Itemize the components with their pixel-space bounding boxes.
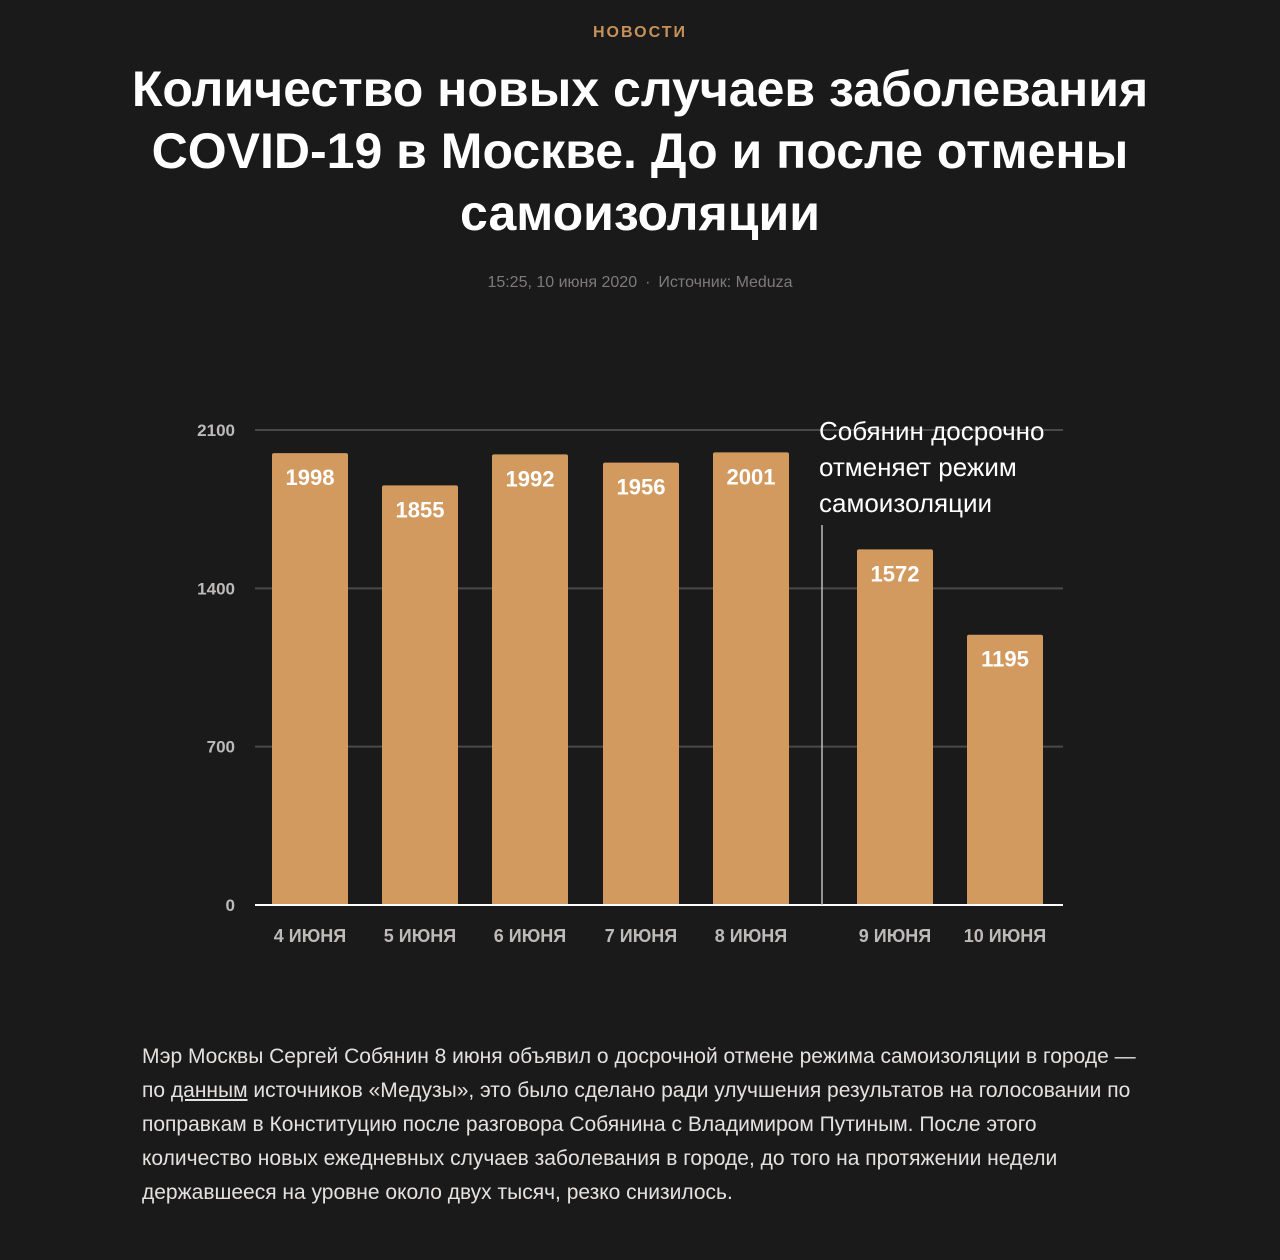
article-meta: 15:25, 10 июня 2020 · Источник: Meduza bbox=[0, 274, 1280, 292]
y-tick-label: 1400 bbox=[197, 579, 235, 598]
bar-value-label: 1956 bbox=[617, 475, 666, 500]
article-title: Количество новых случаев заболевания COV… bbox=[131, 61, 1149, 241]
bar-value-label: 1998 bbox=[286, 465, 335, 490]
bar-value-label: 1572 bbox=[871, 561, 920, 586]
y-tick-label: 2100 bbox=[197, 421, 235, 440]
source-link[interactable]: данным bbox=[170, 1079, 248, 1102]
x-tick-label: 8 ИЮНЯ bbox=[715, 926, 787, 946]
bar-value-label: 1195 bbox=[981, 647, 1029, 672]
bar-chart: 0 700 1400 2100 1998 4 ИЮНЯ 1855 5 ИЮНЯ 1992 6 ИЮ… bbox=[197, 416, 1063, 946]
bar bbox=[967, 634, 1043, 905]
x-tick-label: 10 ИЮНЯ bbox=[964, 926, 1046, 946]
x-tick-label: 7 ИЮНЯ bbox=[605, 926, 677, 946]
x-tick-label: 9 ИЮНЯ bbox=[859, 926, 931, 946]
publish-timestamp: 15:25, 10 июня 2020 bbox=[487, 274, 638, 291]
annotation-text: самоизоляции bbox=[819, 488, 992, 518]
article-body: Мэр Москвы Сергей Собянин 8 июня объявил… bbox=[142, 1040, 1142, 1210]
x-tick-label: 4 ИЮНЯ bbox=[274, 926, 346, 946]
bar bbox=[603, 462, 679, 905]
bar bbox=[713, 452, 789, 905]
y-tick-label: 0 bbox=[226, 896, 235, 915]
bar bbox=[857, 549, 933, 905]
annotation-text: отменяет режим bbox=[819, 452, 1017, 482]
bar bbox=[272, 453, 348, 905]
bar bbox=[492, 454, 568, 905]
article-text-part2: источников «Медузы», это было сделано ра… bbox=[142, 1079, 1131, 1204]
rubric-label[interactable]: НОВОСТИ bbox=[592, 24, 688, 41]
bar-value-label: 1992 bbox=[506, 466, 555, 491]
bar-value-label: 1855 bbox=[396, 497, 445, 522]
bar-value-label: 2001 bbox=[727, 464, 776, 489]
x-tick-label: 6 ИЮНЯ bbox=[494, 926, 566, 946]
meta-separator: · bbox=[645, 274, 651, 291]
article-text-part1: Мэр Москвы Сергей Собянин 8 июня объявил… bbox=[142, 1045, 1136, 1102]
annotation-text: Собянин досрочно bbox=[819, 416, 1044, 446]
source-label: Источник: Meduza bbox=[658, 274, 793, 291]
y-tick-label: 700 bbox=[207, 738, 235, 757]
x-tick-label: 5 ИЮНЯ bbox=[384, 926, 456, 946]
bar bbox=[382, 485, 458, 905]
